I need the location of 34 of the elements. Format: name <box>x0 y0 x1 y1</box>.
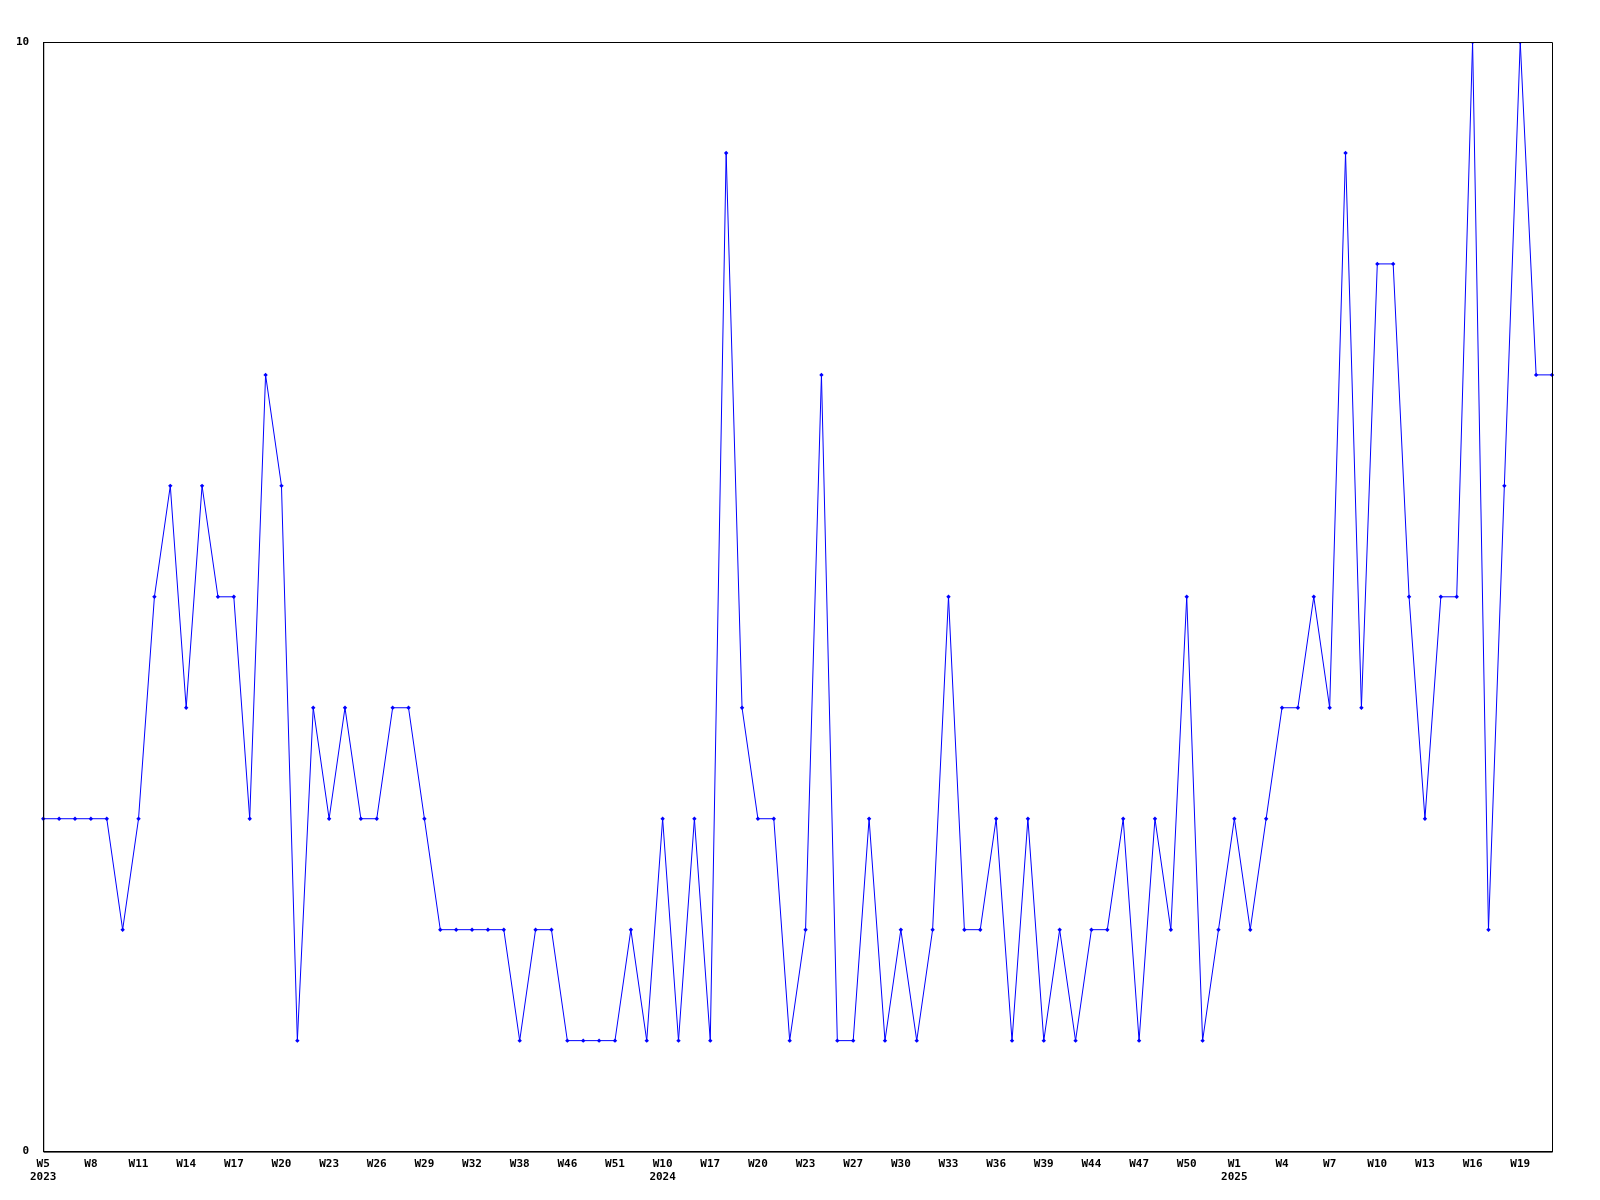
x-tick-label: W11 <box>128 1157 149 1171</box>
x-tick-label: W7 <box>1323 1157 1337 1171</box>
x-tick-label: W10 2024 <box>649 1157 677 1184</box>
x-tick-label: W38 <box>509 1157 530 1171</box>
x-tick-label: W44 <box>1081 1157 1102 1171</box>
x-tick-label: W20 <box>747 1157 768 1171</box>
x-tick-label: W20 <box>271 1157 292 1171</box>
x-tick-label: W50 <box>1176 1157 1197 1171</box>
x-tick-label: W16 <box>1462 1157 1483 1171</box>
x-tick-label: W23 <box>795 1157 816 1171</box>
x-tick-label: W32 <box>462 1157 482 1171</box>
x-tick-label: W14 <box>176 1157 197 1171</box>
x-tick-label: W29 <box>414 1157 435 1171</box>
x-tick-label: W17 <box>223 1157 244 1171</box>
x-tick-label: W4 <box>1275 1157 1290 1171</box>
x-tick-label: W10 <box>1367 1157 1388 1171</box>
x-tick-label: W33 <box>938 1157 959 1171</box>
x-tick-label: W26 <box>366 1157 388 1171</box>
x-tick-label: W19 <box>1510 1157 1531 1171</box>
x-tick-label: W13 <box>1415 1157 1435 1171</box>
x-tick-label: W30 <box>890 1157 911 1171</box>
x-tick-label: W27 <box>843 1157 864 1171</box>
x-tick-label: W8 <box>84 1157 98 1171</box>
x-tick-label: W51 <box>605 1157 626 1171</box>
x-tick-label: W1 2025 <box>1221 1157 1248 1184</box>
y-tick-label: 0 <box>22 1144 30 1158</box>
x-tick-label: W47 <box>1129 1157 1150 1171</box>
x-tick-label: W46 <box>557 1157 578 1171</box>
x-tick-label: W17 <box>700 1157 721 1171</box>
x-tick-label: W39 <box>1033 1157 1054 1171</box>
x-tick-label: W36 <box>986 1157 1007 1171</box>
y-tick-label: 10 <box>16 34 30 48</box>
x-tick-label: W5 2023 <box>30 1157 57 1184</box>
x-tick-label: W23 <box>319 1157 340 1171</box>
